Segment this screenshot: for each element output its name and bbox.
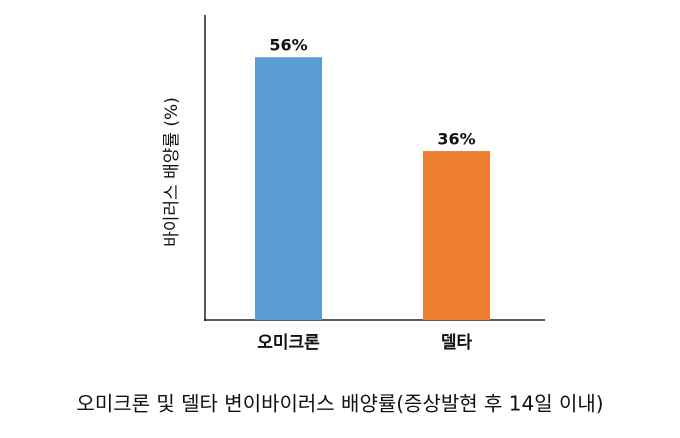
y-axis-label: 바이러스 배양률 (%) (162, 97, 182, 247)
chart-title: 오미크론 및 델타 변이바이러스 배양률(증상발현 후 14일 이내) (76, 392, 603, 416)
bar (423, 151, 490, 320)
value-label: 56% (269, 36, 307, 55)
x-tick-label: 오미크론 (257, 333, 320, 353)
x-tick-label: 델타 (441, 332, 473, 353)
bar (255, 57, 322, 320)
value-label: 36% (437, 130, 475, 149)
